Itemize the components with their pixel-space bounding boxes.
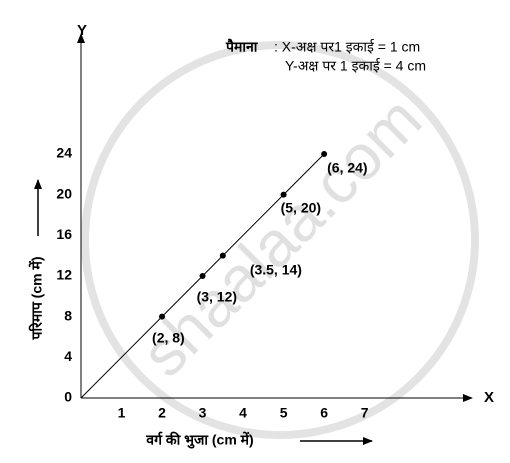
watermark-circle [81,41,479,439]
y-tick-label: 24 [56,145,72,161]
y-tick-label: 20 [56,185,72,201]
y-tick-label: 4 [64,348,72,364]
point-label: (2, 8) [152,329,185,345]
x-tick-label: 1 [118,405,126,421]
scale-line: : X-अक्ष पर1 इकाई = 1 cm [274,39,420,55]
y-axis-name: Y [77,22,87,39]
y-tick-label: 16 [56,226,72,242]
point-label: (3, 12) [197,289,237,305]
point [159,313,166,320]
point-label: (6, 24) [327,160,367,176]
x-tick-label: 7 [361,405,369,421]
point [199,272,206,279]
point [219,252,226,259]
x-axis-label: वर्ग की भुजा (cm में) [145,432,253,450]
point-label: (3.5, 14) [250,261,302,277]
x-tick-label: 5 [280,405,288,421]
x-tick-label: 3 [199,405,207,421]
scale-title: पैमाना [225,39,259,55]
y-axis-label: परिमाप (cm में) [29,257,45,341]
y-tick-label: 8 [64,307,72,323]
x-tick-label: 2 [158,405,166,421]
x-tick-label: 6 [320,405,328,421]
point-label: (5, 20) [281,199,321,215]
y-tick-label: 12 [56,267,72,283]
y-tick-label: 0 [64,389,72,405]
scale-line: Y-अक्ष पर 1 इकाई = 4 cm [285,58,426,74]
point [280,191,287,198]
line-extension [80,316,163,399]
x-axis-name: X [484,389,494,406]
x-tick-label: 4 [239,405,247,421]
point [321,150,328,157]
